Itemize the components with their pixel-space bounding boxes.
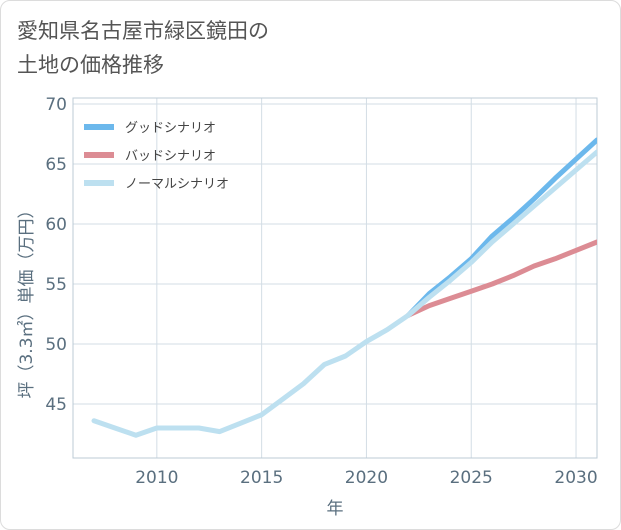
y-tick-label-0: 45 [45,395,67,415]
y-tick-label-1: 50 [45,335,67,355]
y-tick-label-3: 60 [45,215,67,235]
x-tick-label-4: 2030 [554,468,597,488]
title-line-1: 愛知県名古屋市緑区鏡田の [17,19,269,43]
plot-area-border [72,97,598,459]
grid [73,98,597,458]
legend-label-0: グッドシナリオ [125,121,216,136]
x-tick-label-3: 2025 [450,468,493,488]
y-axis-label: 坪（3.3㎡）単価（万円） [17,201,37,398]
x-axis-label: 年 [327,499,344,519]
y-tick-label-4: 65 [45,155,67,175]
series-line-2 [91,149,597,438]
y-tick-label-2: 55 [45,275,67,295]
title-line-2: 土地の価格推移 [17,53,164,77]
legend-label-2: ノーマルシナリオ [125,177,229,192]
x-tick-label-1: 2015 [240,468,283,488]
x-tick-label-0: 2010 [135,468,178,488]
tick-labels: 2010 2015 2020 2025 2030 45 50 55 60 65 70 [45,95,597,488]
x-tick-label-2: 2020 [345,468,388,488]
series-line-0 [405,137,597,318]
series-lines [91,137,597,438]
y-tick-label-5: 70 [45,95,67,115]
legend-label-1: バッドシナリオ [125,149,216,164]
series-line-1 [405,239,597,318]
chart-title: 愛知県名古屋市緑区鏡田の 土地の価格推移 [17,14,269,82]
